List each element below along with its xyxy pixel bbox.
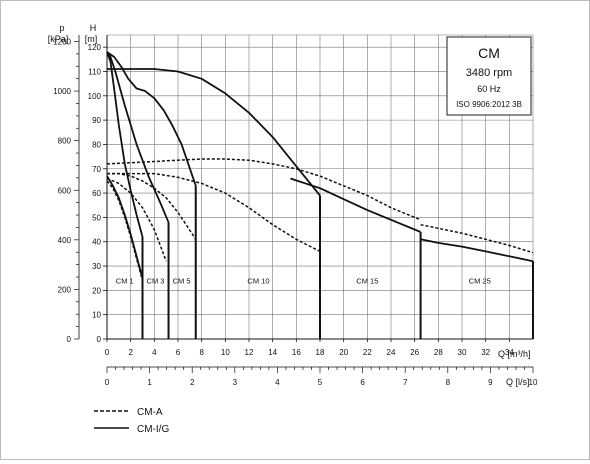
ls-tick-label: 8 <box>446 378 451 387</box>
ls-tick-label: 5 <box>318 378 323 387</box>
curve-cm1-a <box>106 180 144 281</box>
curve-cm10-i-g <box>106 51 197 187</box>
y-tick-label-m: 80 <box>92 140 101 149</box>
kpa-tick-label: 800 <box>58 137 72 146</box>
curve-cm3-i-g <box>106 51 144 238</box>
info-title: CM <box>478 45 500 61</box>
legend: CM-A CM-I/G <box>94 407 169 435</box>
x-tick-label: 4 <box>152 348 157 357</box>
ls-tick-label: 7 <box>403 378 408 387</box>
x-tick-label: 26 <box>410 348 419 357</box>
y-tick-label-m: 50 <box>92 213 101 222</box>
region-label: CM 5 <box>173 277 191 286</box>
y-tick-label-m: 0 <box>97 335 102 344</box>
info-hz: 60 Hz <box>477 84 501 94</box>
x-tick-label: 20 <box>339 348 348 357</box>
x-tick-label: 22 <box>363 348 372 357</box>
y-tick-label-m: 60 <box>92 189 101 198</box>
y-tick-label-m: 20 <box>92 286 101 295</box>
region-label: CM 15 <box>356 277 378 286</box>
kpa-tick-label: 0 <box>67 335 72 344</box>
x-tick-label: 6 <box>176 348 181 357</box>
ls-tick-label: 10 <box>529 378 538 387</box>
curve-cm15-a <box>106 158 421 221</box>
y-tick-label-m: 70 <box>92 165 101 174</box>
x-tick-label: 18 <box>316 348 325 357</box>
region-label: CM 3 <box>147 277 165 286</box>
bottom-axis-label: Q [m³/h] <box>498 349 531 359</box>
ls-tick-label: 3 <box>233 378 238 387</box>
x-tick-label: 8 <box>199 348 204 357</box>
ls-tick-label: 2 <box>190 378 195 387</box>
ls-tick-label: 0 <box>105 378 110 387</box>
region-label: CM 1 <box>116 277 134 286</box>
x-tick-label: 32 <box>481 348 490 357</box>
ls-tick-label: 6 <box>360 378 365 387</box>
x-tick-label: 28 <box>434 348 443 357</box>
info-box: CM 3480 rpm 60 Hz ISO 9906:2012 3B <box>446 36 532 116</box>
x-tick-label: 16 <box>292 348 301 357</box>
kpa-tick-label: 200 <box>58 285 72 294</box>
ls-tick-label: 9 <box>488 378 493 387</box>
x-tick-label: 24 <box>387 348 396 357</box>
region-label: CM 10 <box>247 277 269 286</box>
y-tick-label-m: 120 <box>88 43 102 52</box>
y-tick-label-m: 10 <box>92 311 101 320</box>
info-rpm: 3480 rpm <box>466 67 512 79</box>
ls-tick-label: 4 <box>275 378 280 387</box>
legend-label-cm-a: CM-A <box>137 407 163 418</box>
curve-cm10-a <box>107 172 321 253</box>
curve-cm5-i-g <box>106 51 170 223</box>
x-tick-label: 0 <box>105 348 110 357</box>
x-tick-label: 14 <box>268 348 277 357</box>
ls-tick-label: 1 <box>147 378 152 387</box>
left-outer-unit: [kPa] <box>48 34 69 44</box>
curve-cm1-i-g <box>106 175 144 279</box>
kpa-tick-label: 1200 <box>53 38 71 47</box>
x-tick-label: 34 <box>505 348 514 357</box>
kpa-tick-label: 600 <box>58 186 72 195</box>
y-tick-label-m: 110 <box>88 67 101 76</box>
x-tick-label: 12 <box>245 348 254 357</box>
left-outer-label: p <box>59 23 64 33</box>
y-tick-label-m: 30 <box>92 262 101 271</box>
curve-cm15-i-g <box>107 68 321 197</box>
curve-cm25-a <box>420 223 534 254</box>
x-tick-label: 10 <box>221 348 230 357</box>
kpa-tick-label: 1000 <box>53 87 71 96</box>
y-tick-label-m: 100 <box>88 92 102 101</box>
bottom-alt-axis-label: Q [l/s] <box>506 377 530 387</box>
y-tick-label-m: 40 <box>92 238 101 247</box>
curve-cm25-i-g-tail <box>420 238 534 263</box>
curve-cm5-a <box>107 172 197 240</box>
x-tick-label: 2 <box>128 348 133 357</box>
kpa-tick-label: 400 <box>58 236 72 245</box>
info-standard: ISO 9906:2012 3B <box>456 100 522 109</box>
curve-cm3-a <box>106 177 167 262</box>
curve-cm25-i-g <box>290 177 421 233</box>
x-tick-label: 30 <box>458 348 467 357</box>
left-inner-unit: [m] <box>85 34 98 44</box>
region-label: CM 25 <box>469 277 491 286</box>
legend-label-cm-ig: CM-I/G <box>137 424 169 435</box>
y-tick-label-m: 90 <box>92 116 101 125</box>
left-inner-label: H <box>90 23 97 33</box>
